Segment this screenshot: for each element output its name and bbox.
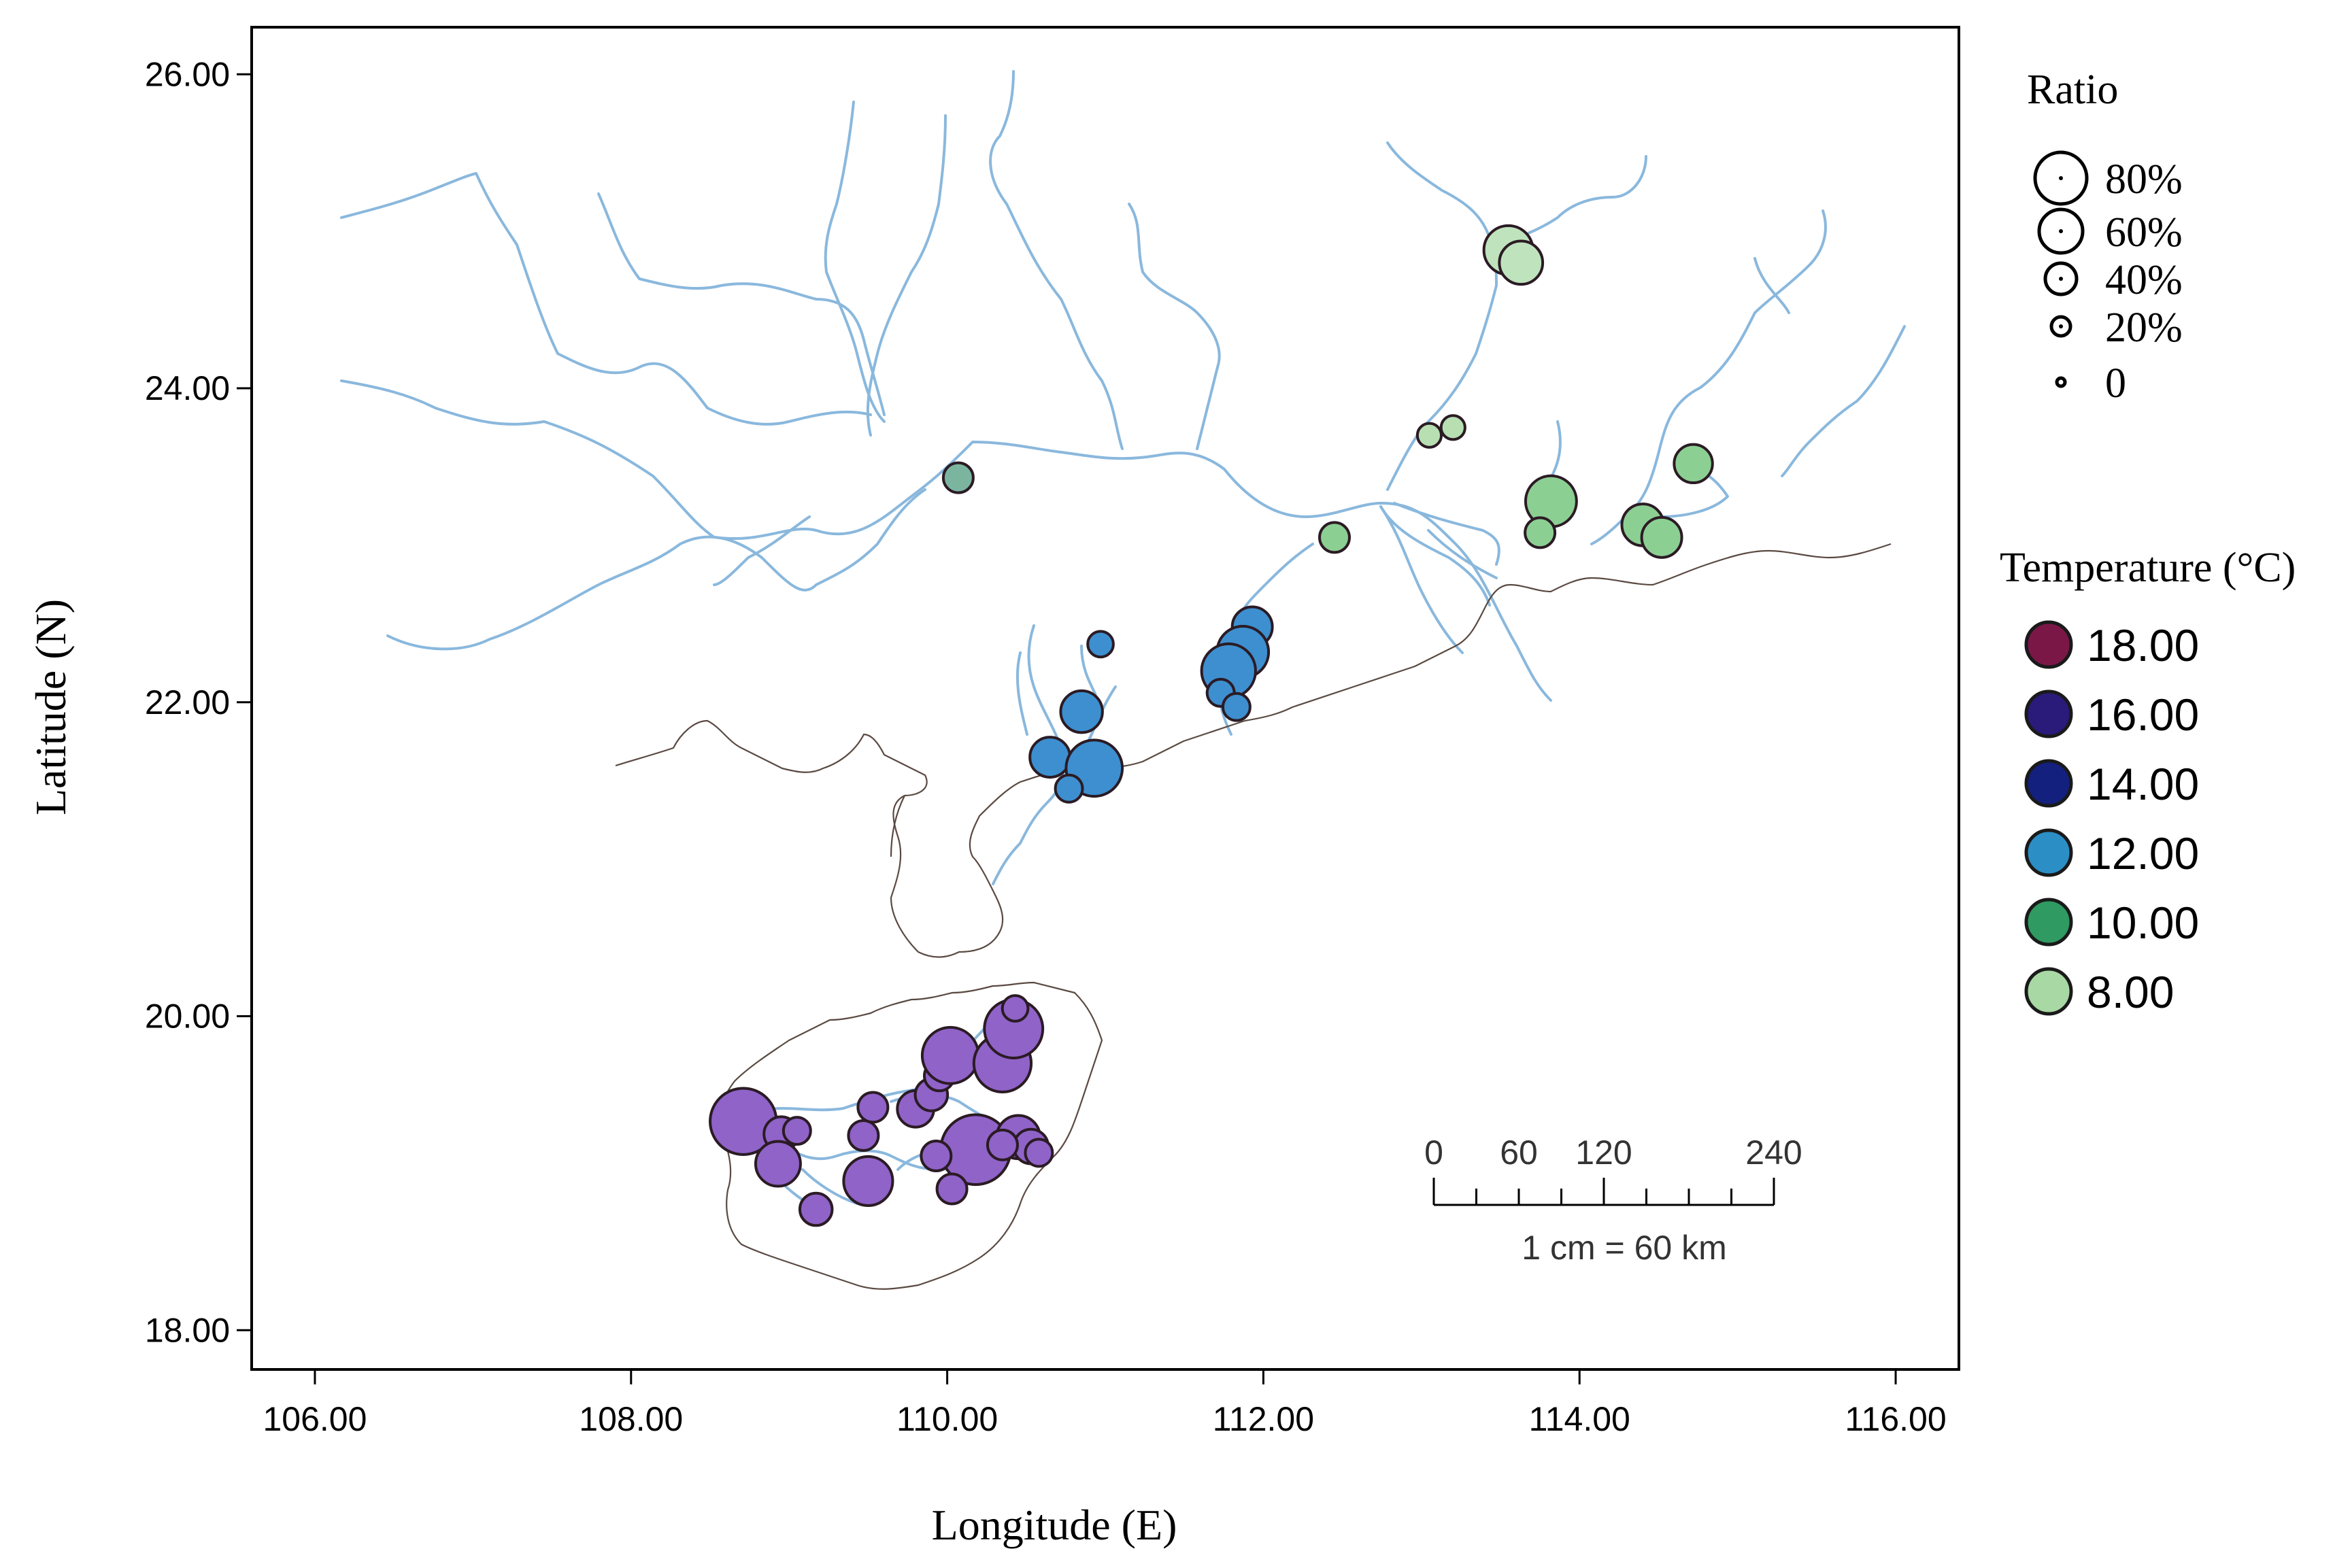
site-marker	[1498, 239, 1545, 286]
coastline	[615, 543, 1892, 1290]
y-tick-label: 22.00	[145, 683, 230, 721]
temperature-legend-swatch	[2024, 689, 2073, 738]
temperature-legend: Temperature (°C) 18.00 16.00 14.00 12.00 10.…	[2000, 545, 2296, 1017]
temperature-legend-label: 14.00	[2087, 759, 2199, 809]
site-marker	[1673, 443, 1714, 485]
site-marker	[1439, 414, 1466, 441]
site-marker	[1086, 630, 1115, 659]
ratio-legend-symbol	[2055, 376, 2067, 388]
site-marker	[1318, 521, 1351, 554]
site-marker	[782, 1116, 812, 1146]
site-marker	[1024, 1138, 1054, 1168]
temperature-legend-label: 12.00	[2087, 828, 2199, 879]
site-marker	[1524, 516, 1557, 549]
temperature-legend-swatch	[2024, 967, 2073, 1016]
x-axis: 106.00 108.00 110.00 112.00 114.00 116.00	[263, 1369, 1947, 1438]
site-marker	[920, 1140, 953, 1172]
scale-label: 0	[1424, 1134, 1443, 1172]
scale-label: 240	[1745, 1134, 1802, 1172]
ratio-legend-dot	[2059, 277, 2063, 281]
x-tick-label: 106.00	[263, 1400, 367, 1438]
sample-sites	[709, 224, 1714, 1227]
y-tick-label: 20.00	[145, 998, 230, 1036]
y-tick-label: 26.00	[145, 55, 230, 93]
temperature-legend-label: 18.00	[2087, 620, 2199, 670]
scale-label: 60	[1500, 1134, 1538, 1172]
ratio-legend-dot	[2059, 324, 2063, 328]
temperature-legend-swatch	[2024, 898, 2073, 947]
ratio-legend-label: 20%	[2105, 305, 2183, 351]
site-marker	[1640, 515, 1683, 559]
site-marker	[842, 1155, 894, 1207]
y-axis: 18.00 20.00 22.00 24.00 26.00	[145, 55, 252, 1349]
site-marker	[920, 1025, 980, 1085]
scale-label: 120	[1575, 1134, 1632, 1172]
y-axis-title: Latitude (N)	[27, 599, 75, 815]
x-tick-label: 108.00	[579, 1400, 683, 1438]
x-tick-label: 116.00	[1845, 1400, 1946, 1438]
site-marker	[986, 1128, 1019, 1161]
site-marker	[754, 1140, 802, 1188]
x-tick-label: 110.00	[896, 1400, 998, 1438]
scale-bar: 0 60 120 240 1 cm = 60 km	[1424, 1134, 1802, 1267]
ratio-legend: Ratio 80% 60%40%20% 0	[2027, 67, 2183, 407]
y-tick-label: 24.00	[145, 369, 230, 407]
ratio-legend-dot	[2059, 229, 2063, 233]
temperature-legend-label: 10.00	[2087, 898, 2199, 948]
site-marker	[1415, 422, 1443, 449]
x-tick-label: 112.00	[1213, 1400, 1314, 1438]
site-marker	[935, 1172, 969, 1206]
temperature-legend-title: Temperature (°C)	[2000, 545, 2296, 591]
temperature-legend-swatch	[2024, 828, 2073, 877]
site-marker	[1028, 736, 1072, 779]
site-marker	[1054, 773, 1084, 804]
ratio-legend-label: 40%	[2105, 257, 2183, 303]
temperature-legend-label: 8.00	[2087, 967, 2174, 1017]
ratio-legend-label: 60%	[2105, 209, 2183, 256]
plot-frame	[250, 26, 1960, 1371]
ratio-legend-dot	[2059, 176, 2063, 180]
x-axis-title: Longitude (E)	[932, 1501, 1177, 1549]
ratio-legend-label: 80%	[2105, 156, 2183, 203]
site-marker	[941, 461, 975, 494]
site-marker	[798, 1191, 834, 1227]
site-marker	[856, 1091, 890, 1124]
site-marker	[1001, 994, 1030, 1023]
x-tick-label: 114.00	[1529, 1400, 1630, 1438]
ratio-legend-label: 0	[2105, 360, 2126, 407]
site-marker	[1221, 692, 1252, 722]
scale-note: 1 cm = 60 km	[1522, 1229, 1727, 1267]
temperature-legend-swatch	[2024, 759, 2073, 808]
y-tick-label: 18.00	[145, 1311, 230, 1349]
temperature-legend-swatch	[2024, 620, 2073, 669]
site-marker	[1059, 689, 1104, 734]
temperature-legend-label: 16.00	[2087, 689, 2199, 740]
site-marker	[847, 1119, 880, 1152]
ratio-legend-title: Ratio	[2027, 67, 2118, 113]
